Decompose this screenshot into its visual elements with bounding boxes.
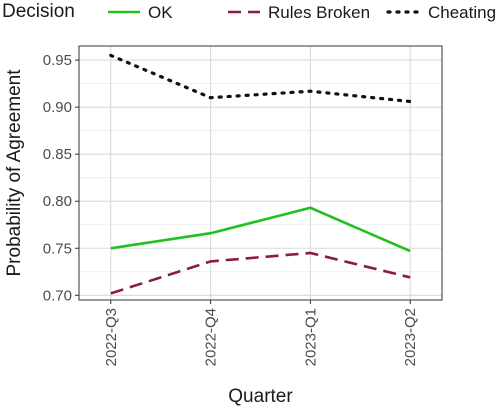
y-tick-label: 0.75 [43,240,72,257]
y-tick-label: 0.80 [43,193,72,210]
y-tick-label: 0.90 [43,99,72,116]
y-tick-label: 0.85 [43,146,72,163]
plot-panel [79,46,442,300]
plot-border [78,45,443,301]
x-tick-label: 2022-Q4 [203,308,220,366]
x-tick-label: 2023-Q1 [302,308,319,366]
legend-item: Rules Broken [228,3,370,22]
gridlines [79,46,442,300]
y-tick-label: 0.95 [43,52,72,69]
series-lines [109,53,412,295]
y-axis-title: Probability of Agreement [4,69,25,277]
series-line-ok [110,206,411,253]
legend-label: Cheating [428,3,496,22]
series-line-cheating [109,53,412,104]
x-tick-label: 2022-Q3 [103,308,120,366]
x-axis-title: Quarter [228,386,293,407]
legend-label: Rules Broken [268,3,370,22]
legend-item: Cheating [386,3,496,22]
x-axis: 2022-Q3 2022-Q4 2023-Q1 2023-Q2 [103,300,419,366]
y-axis: 0.70 0.75 0.80 0.85 0.90 0.95 [43,52,79,304]
legend-title: Decision [2,1,75,22]
x-tick-label: 2023-Q2 [402,308,419,366]
legend-label: OK [148,3,173,22]
y-tick-label: 0.70 [43,287,72,304]
legend: Decision OK Rules Broken Cheating [2,1,496,22]
series-line-rules-broken [110,251,411,295]
legend-item: OK [108,3,173,22]
